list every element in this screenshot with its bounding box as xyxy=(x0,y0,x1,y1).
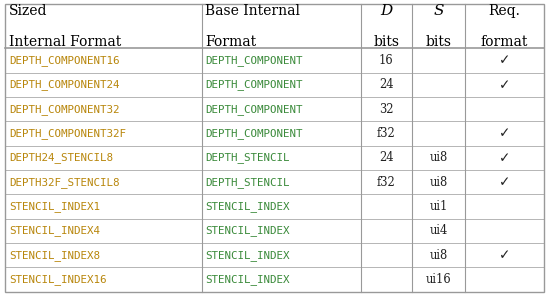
Text: f32: f32 xyxy=(377,127,395,140)
Text: STENCIL_INDEX: STENCIL_INDEX xyxy=(205,225,290,236)
Text: S: S xyxy=(433,4,444,18)
Text: ui8: ui8 xyxy=(429,176,448,189)
Text: ui16: ui16 xyxy=(426,273,451,286)
Text: DEPTH_COMPONENT16: DEPTH_COMPONENT16 xyxy=(9,55,119,66)
Text: STENCIL_INDEX8: STENCIL_INDEX8 xyxy=(9,250,100,260)
Text: ✓: ✓ xyxy=(499,78,510,92)
Text: Base Internal: Base Internal xyxy=(205,4,300,18)
Text: DEPTH32F_STENCIL8: DEPTH32F_STENCIL8 xyxy=(9,177,119,188)
Text: STENCIL_INDEX: STENCIL_INDEX xyxy=(205,274,290,285)
Text: ui1: ui1 xyxy=(429,200,448,213)
Text: bits: bits xyxy=(425,35,452,49)
Text: ui8: ui8 xyxy=(429,249,448,262)
Text: Sized: Sized xyxy=(9,4,47,18)
Text: f32: f32 xyxy=(377,176,395,189)
Text: D: D xyxy=(380,4,393,18)
Text: STENCIL_INDEX: STENCIL_INDEX xyxy=(205,250,290,260)
Text: 16: 16 xyxy=(379,54,394,67)
Text: ✓: ✓ xyxy=(499,248,510,262)
Text: 32: 32 xyxy=(379,103,394,115)
Text: Format: Format xyxy=(205,35,256,49)
Text: DEPTH24_STENCIL8: DEPTH24_STENCIL8 xyxy=(9,152,113,163)
Text: DEPTH_COMPONENT32F: DEPTH_COMPONENT32F xyxy=(9,128,126,139)
Text: DEPTH_COMPONENT24: DEPTH_COMPONENT24 xyxy=(9,79,119,90)
Text: DEPTH_COMPONENT: DEPTH_COMPONENT xyxy=(205,104,302,115)
Text: Internal Format: Internal Format xyxy=(9,35,121,49)
Text: format: format xyxy=(481,35,528,49)
Text: ✓: ✓ xyxy=(499,126,510,140)
Text: bits: bits xyxy=(373,35,399,49)
Text: STENCIL_INDEX4: STENCIL_INDEX4 xyxy=(9,225,100,236)
Text: Req.: Req. xyxy=(489,4,520,18)
Text: DEPTH_COMPONENT32: DEPTH_COMPONENT32 xyxy=(9,104,119,115)
Text: ui4: ui4 xyxy=(429,224,448,237)
Text: 24: 24 xyxy=(379,151,394,164)
Text: ui8: ui8 xyxy=(429,151,448,164)
Text: ✓: ✓ xyxy=(499,175,510,189)
Text: DEPTH_COMPONENT: DEPTH_COMPONENT xyxy=(205,55,302,66)
Text: STENCIL_INDEX16: STENCIL_INDEX16 xyxy=(9,274,107,285)
Text: DEPTH_COMPONENT: DEPTH_COMPONENT xyxy=(205,79,302,90)
Text: 24: 24 xyxy=(379,78,394,91)
Text: STENCIL_INDEX1: STENCIL_INDEX1 xyxy=(9,201,100,212)
Text: ✓: ✓ xyxy=(499,151,510,165)
Text: DEPTH_COMPONENT: DEPTH_COMPONENT xyxy=(205,128,302,139)
Text: ✓: ✓ xyxy=(499,53,510,67)
Text: DEPTH_STENCIL: DEPTH_STENCIL xyxy=(205,152,290,163)
Text: STENCIL_INDEX: STENCIL_INDEX xyxy=(205,201,290,212)
Text: DEPTH_STENCIL: DEPTH_STENCIL xyxy=(205,177,290,188)
